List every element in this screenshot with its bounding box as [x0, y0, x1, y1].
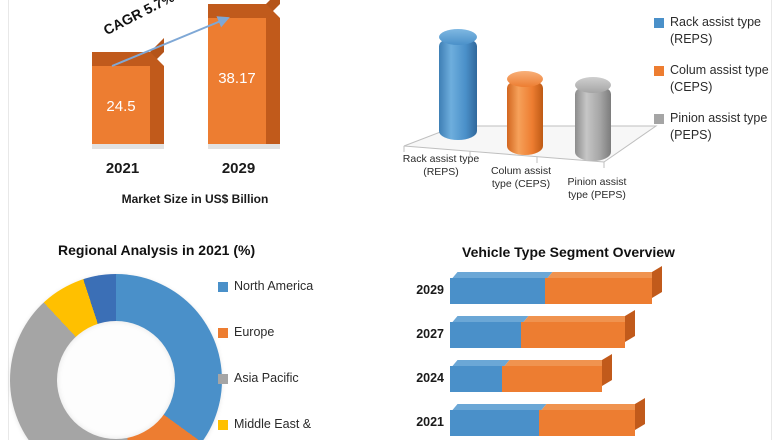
hbar-year-2029: 2029	[416, 283, 444, 297]
bar-2029-front-face	[208, 18, 266, 144]
bar-2021-front-face	[92, 66, 150, 144]
legend-swatch-asia-pacific	[218, 374, 228, 384]
legend-label-rack-assist: Rack assist type (REPS)	[670, 15, 762, 46]
table-row: 2024	[416, 353, 615, 392]
cylinder-colum-assist	[507, 71, 543, 155]
cylinder-pinion-assist-body	[575, 85, 611, 161]
regional-analysis-title: Regional Analysis in 2021 (%)	[58, 242, 256, 258]
hbar-year-2021: 2021	[416, 415, 444, 429]
bar-2029-side-face	[266, 18, 280, 144]
legend-item-middle-east[interactable]: Middle East &	[218, 416, 378, 433]
bar-2029-value-label: 38.17	[218, 70, 256, 87]
hbar-year-2024: 2024	[416, 371, 444, 385]
bar-2029: 38.17	[208, 4, 280, 144]
hbar-2027-end-cap	[625, 309, 635, 342]
cylinder-rack-assist-body	[439, 37, 477, 140]
legend-swatch-north-america	[218, 282, 228, 292]
legend-swatch-europe	[218, 328, 228, 338]
left-border-line	[8, 0, 9, 440]
cylinder-colum-assist-body	[507, 79, 543, 155]
market-size-caption: Market Size in US$ Billion	[121, 192, 269, 206]
bar-2021: 24.5	[92, 52, 164, 144]
hbar-2024-end-cap	[602, 353, 612, 386]
hbar-2021-segment-a	[450, 410, 539, 436]
legend-swatch-middle-east	[218, 420, 228, 430]
hbar-year-2027: 2027	[416, 327, 444, 341]
category-label-colum-assist: Colum assist type (CEPS)	[490, 165, 552, 191]
category-label-rack-assist: Rack assist type (REPS)	[402, 153, 480, 179]
hbar-2027-segment-a	[450, 322, 521, 348]
legend-label-pinion-assist: Pinion assist type (PEPS)	[670, 111, 768, 142]
table-row: 2029	[416, 265, 665, 304]
legend-item-north-america[interactable]: North America	[218, 278, 378, 295]
hbar-2021-end-cap	[635, 397, 645, 430]
category-label-pinion-assist: Pinion assist type (PEPS)	[567, 176, 627, 202]
hbar-2029-segment-a	[450, 278, 545, 304]
bar-2029-shadow	[208, 143, 280, 149]
axis-label-2029: 2029	[221, 160, 256, 177]
bar-2021-shadow	[92, 143, 164, 149]
cylinder-rack-assist-top	[439, 29, 477, 45]
right-border-line	[771, 0, 772, 440]
legend-label-asia-pacific: Asia Pacific	[234, 371, 299, 385]
assist-type-chart-panel: Rack assist type (REPS) Colum assist typ…	[390, 0, 780, 230]
bar-2021-side-face	[150, 66, 164, 144]
legend-label-middle-east: Middle East &	[234, 417, 312, 431]
axis-label-2021: 2021	[105, 160, 140, 177]
hbar-2029-segment-b	[545, 278, 652, 304]
table-row: 2027	[416, 309, 640, 348]
hbar-2029-end-cap	[652, 265, 662, 298]
vehicle-type-title: Vehicle Type Segment Overview	[462, 244, 675, 260]
hbar-2021-segment-b	[539, 410, 635, 436]
legend-swatch-pinion-assist	[654, 114, 664, 124]
market-size-chart-panel: 24.5 38.17 CAGR 5.7% 2021 2029 Market Si…	[0, 0, 390, 230]
hbar-2027-segment-b	[521, 322, 625, 348]
legend-label-north-america: North America	[234, 279, 314, 293]
hbar-2024-segment-b	[502, 366, 602, 392]
legend-item-asia-pacific[interactable]: Asia Pacific	[218, 370, 378, 387]
hbar-2024-segment-a	[450, 366, 502, 392]
cylinder-pinion-assist-top	[575, 77, 611, 93]
legend-item-rack-assist[interactable]: Rack assist type (REPS)	[654, 14, 776, 47]
cylinder-pinion-assist	[575, 77, 611, 161]
legend-item-europe[interactable]: Europe	[218, 324, 378, 341]
table-row: 2021	[416, 397, 650, 436]
cagr-arrow-icon	[111, 16, 230, 67]
legend-label-europe: Europe	[234, 325, 275, 339]
regional-donut-hole	[57, 321, 175, 439]
vehicle-type-panel: Vehicle Type Segment Overview 2029 2027 …	[390, 230, 780, 440]
legend-label-colum-assist: Colum assist type (CEPS)	[670, 63, 769, 94]
legend-item-colum-assist[interactable]: Colum assist type (CEPS)	[654, 62, 776, 95]
regional-analysis-panel: Regional Analysis in 2021 (%) North Amer…	[0, 230, 390, 440]
cylinder-rack-assist	[439, 29, 477, 140]
cylinder-colum-assist-top	[507, 71, 543, 87]
bar-2021-value-label: 24.5	[106, 98, 136, 115]
legend-swatch-rack-assist	[654, 18, 664, 28]
bar-2029-top-face	[208, 4, 280, 18]
legend-swatch-colum-assist	[654, 66, 664, 76]
legend-item-pinion-assist[interactable]: Pinion assist type (PEPS)	[654, 110, 776, 143]
